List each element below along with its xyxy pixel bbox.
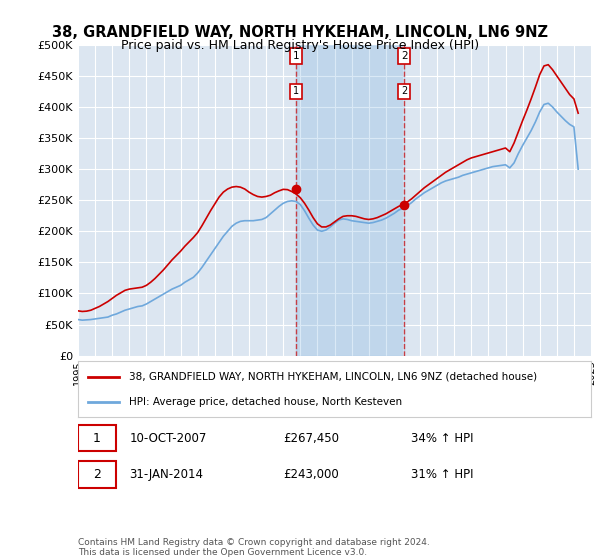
Text: 1: 1 — [293, 51, 299, 61]
Text: 2: 2 — [401, 86, 407, 96]
Text: 1: 1 — [293, 86, 299, 96]
Text: 10-OCT-2007: 10-OCT-2007 — [130, 432, 206, 445]
Text: Price paid vs. HM Land Registry's House Price Index (HPI): Price paid vs. HM Land Registry's House … — [121, 39, 479, 52]
Text: 2: 2 — [93, 468, 101, 481]
Bar — [296, 45, 404, 356]
Text: Contains HM Land Registry data © Crown copyright and database right 2024.
This d: Contains HM Land Registry data © Crown c… — [78, 538, 430, 557]
FancyBboxPatch shape — [78, 425, 116, 451]
Text: 34% ↑ HPI: 34% ↑ HPI — [412, 432, 474, 445]
Text: 31-JAN-2014: 31-JAN-2014 — [130, 468, 203, 481]
Text: HPI: Average price, detached house, North Kesteven: HPI: Average price, detached house, Nort… — [130, 396, 403, 407]
FancyBboxPatch shape — [78, 461, 116, 488]
Text: 38, GRANDFIELD WAY, NORTH HYKEHAM, LINCOLN, LN6 9NZ (detached house): 38, GRANDFIELD WAY, NORTH HYKEHAM, LINCO… — [130, 372, 538, 382]
Text: £267,450: £267,450 — [283, 432, 339, 445]
Text: £243,000: £243,000 — [283, 468, 339, 481]
Text: 38, GRANDFIELD WAY, NORTH HYKEHAM, LINCOLN, LN6 9NZ: 38, GRANDFIELD WAY, NORTH HYKEHAM, LINCO… — [52, 25, 548, 40]
Text: 31% ↑ HPI: 31% ↑ HPI — [412, 468, 474, 481]
Text: 1: 1 — [93, 432, 101, 445]
Text: 2: 2 — [401, 51, 407, 61]
